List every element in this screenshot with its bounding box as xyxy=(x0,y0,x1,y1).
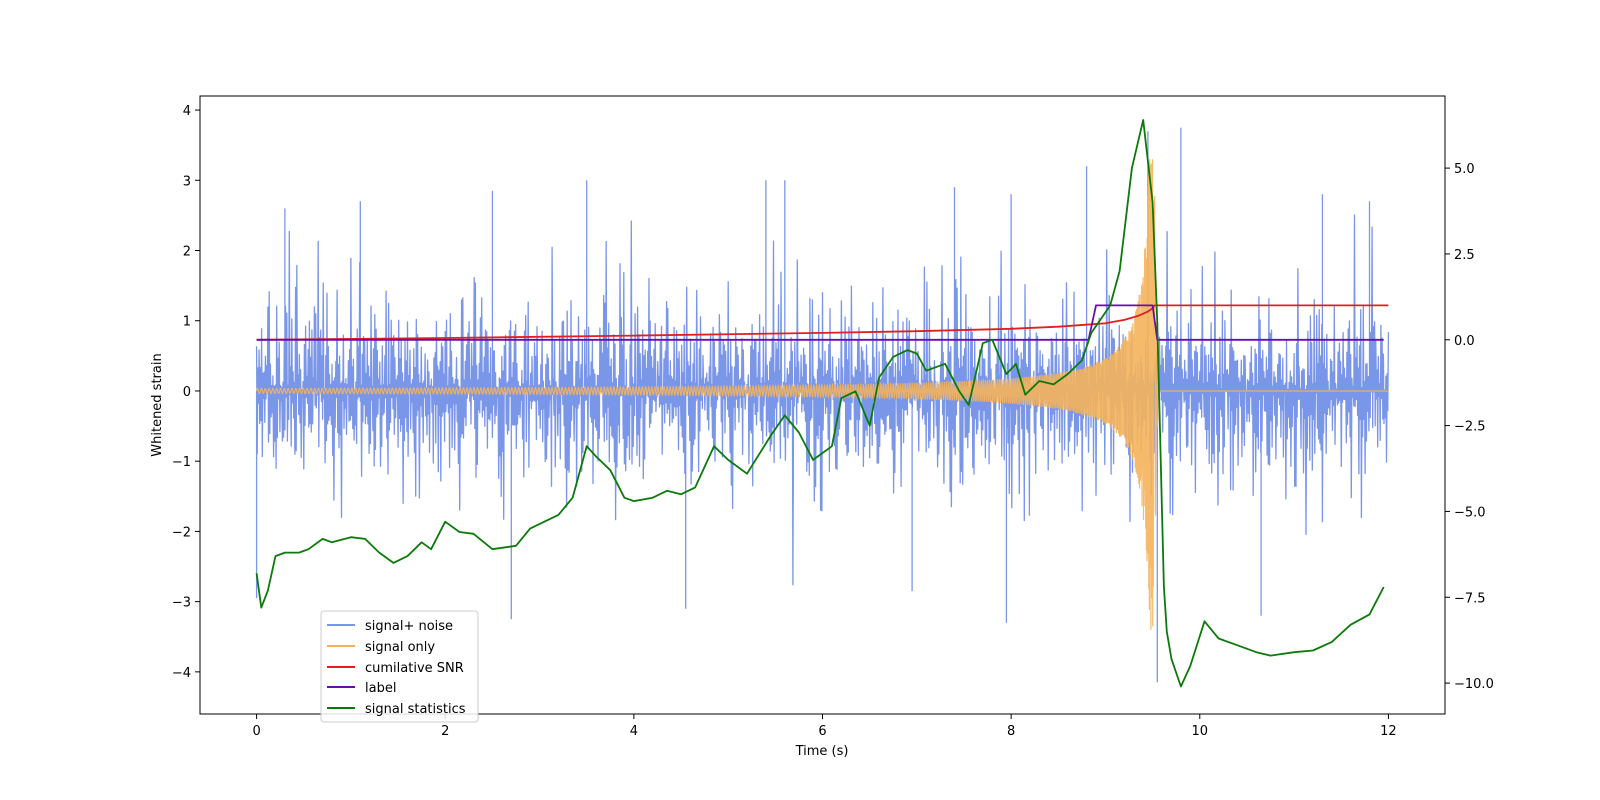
legend-entry-signal: signal only xyxy=(365,640,435,655)
series-signal-only xyxy=(256,159,1389,630)
legend-entry-noise: signal+ noise xyxy=(365,619,453,634)
y-tick-label-right: −7.5 xyxy=(1454,591,1486,606)
x-tick-label: 10 xyxy=(1191,724,1208,739)
y-tick-label-right: 5.0 xyxy=(1454,162,1475,177)
y-tick-label-left: 4 xyxy=(183,104,191,119)
x-tick-label: 6 xyxy=(818,724,826,739)
series-layer xyxy=(255,119,1390,688)
series-cumulative-snr xyxy=(256,304,1389,341)
legend-box xyxy=(320,610,479,723)
y-tick-label-left: −1 xyxy=(172,455,191,470)
y-tick-label-left: 0 xyxy=(183,385,191,400)
y-axis-label: Whitened strain xyxy=(150,353,165,456)
x-tick-label: 12 xyxy=(1380,724,1397,739)
legend-entry-stat: signal statistics xyxy=(365,702,466,717)
legend-entry-snr: cumilative SNR xyxy=(365,661,464,676)
y-tick-label-right: −5.0 xyxy=(1454,505,1486,520)
axes-layer: 0 2 4 6 8 10 1243210−1−2−3−45.02.50.0−2.5−5.0−… xyxy=(172,104,1494,739)
y-tick-label-left: −4 xyxy=(172,666,191,681)
y-tick-label-right: 2.5 xyxy=(1454,248,1475,263)
y-tick-label-right: 0.0 xyxy=(1454,334,1475,349)
series-signal-noise xyxy=(255,127,1390,683)
x-axis-label: Time (s) xyxy=(795,744,849,759)
legend-entry-label: label xyxy=(365,681,396,696)
x-tick-label: 8 xyxy=(1007,724,1015,739)
y-tick-label-left: 2 xyxy=(183,245,191,260)
series-signal-statistics xyxy=(255,119,1385,688)
y-tick-label-left: 3 xyxy=(183,174,191,189)
series-label xyxy=(256,304,1384,341)
y-tick-label-right: −10.0 xyxy=(1454,677,1494,692)
x-tick-label: 4 xyxy=(630,724,638,739)
x-tick-label: 2 xyxy=(441,724,449,739)
x-tick-label: 0 xyxy=(252,724,260,739)
y-tick-label-left: −3 xyxy=(172,596,191,611)
y-tick-label-left: 1 xyxy=(183,315,191,330)
y-tick-label-left: −2 xyxy=(172,525,191,540)
legend: signal+ noise signal only cumilative SNR… xyxy=(320,610,479,723)
y-tick-label-right: −2.5 xyxy=(1454,420,1486,435)
